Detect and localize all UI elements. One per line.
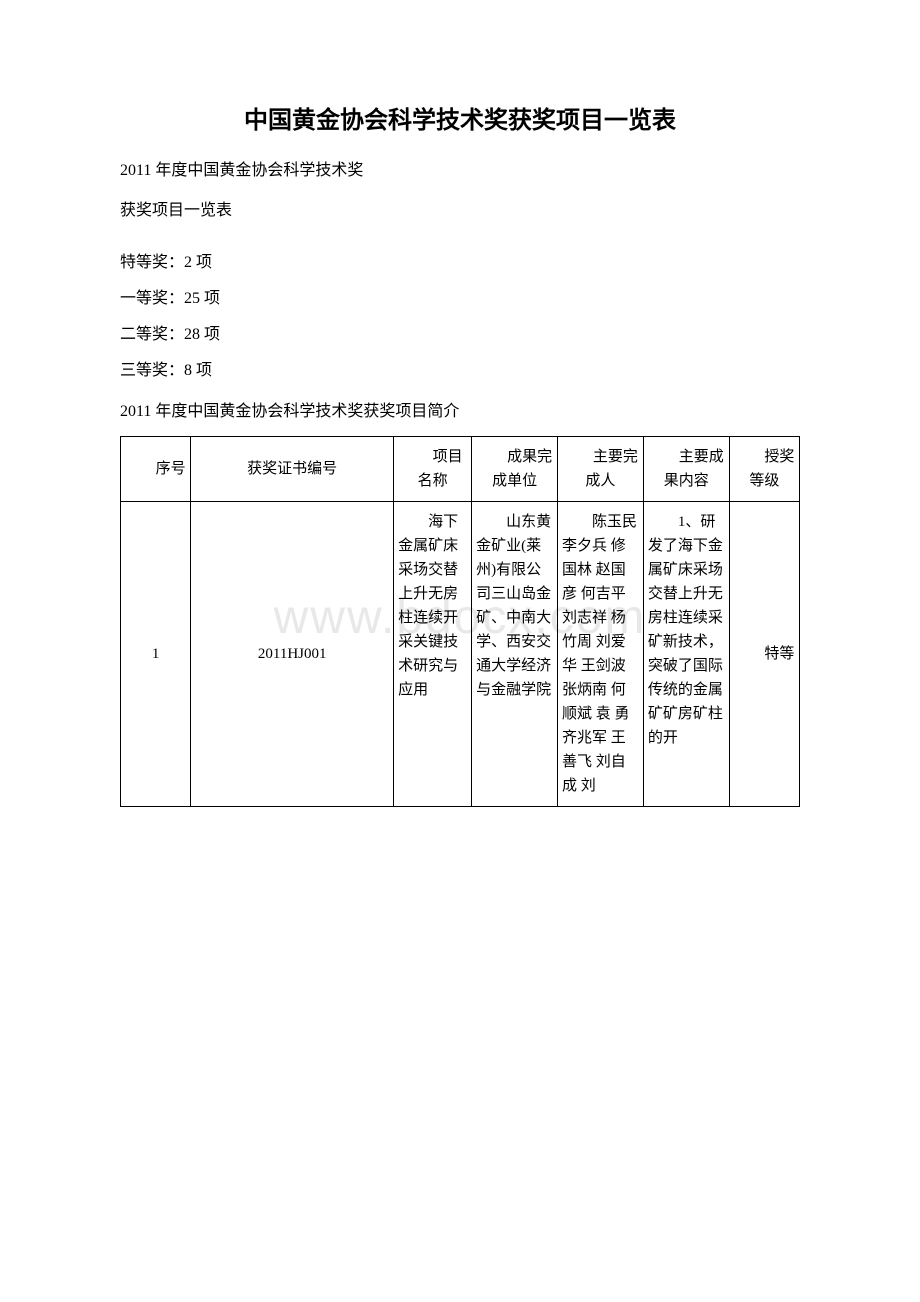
header-proj: 项目名称	[394, 437, 472, 502]
award-first: 一等奖：25 项	[120, 283, 800, 315]
cell-seq: 1	[121, 502, 191, 807]
intro-line-1: 2011 年度中国黄金协会科学技术奖	[120, 155, 800, 187]
table-header-row: 序号 获奖证书编号 项目名称 成果完成单位 主要完成人 主要成果内容 授奖等级	[121, 437, 800, 502]
table-row: 1 2011HJ001 海下金属矿床采场交替上升无房柱连续开采关键技术研究与应用…	[121, 502, 800, 807]
cell-content: 1、研发了海下金属矿床采场交替上升无房柱连续采矿新技术，突破了国际传统的金属矿矿…	[643, 502, 729, 807]
header-unit: 成果完成单位	[472, 437, 558, 502]
cell-proj: 海下金属矿床采场交替上升无房柱连续开采关键技术研究与应用	[394, 502, 472, 807]
award-special: 特等奖：2 项	[120, 247, 800, 279]
award-third: 三等奖：8 项	[120, 355, 800, 387]
document-title: 中国黄金协会科学技术奖获奖项目一览表	[120, 100, 800, 135]
intro-line-2: 获奖项目一览表	[120, 195, 800, 227]
cell-unit: 山东黄金矿业(莱州)有限公司三山岛金矿、中南大学、西安交通大学经济与金融学院	[472, 502, 558, 807]
award-summary: 特等奖：2 项 一等奖：25 项 二等奖：28 项 三等奖：8 项	[120, 247, 800, 387]
header-seq: 序号	[121, 437, 191, 502]
section-title: 2011 年度中国黄金协会科学技术奖获奖项目简介	[120, 397, 800, 421]
header-cert: 获奖证书编号	[191, 437, 394, 502]
award-second: 二等奖：28 项	[120, 319, 800, 351]
cell-level: 特等	[729, 502, 799, 807]
awards-table: 序号 获奖证书编号 项目名称 成果完成单位 主要完成人 主要成果内容 授奖等级 …	[120, 436, 800, 807]
header-content: 主要成果内容	[643, 437, 729, 502]
cell-person: 陈玉民 李夕兵 修国林 赵国彦 何吉平 刘志祥 杨竹周 刘爱华 王剑波 张炳南 …	[558, 502, 644, 807]
document-content: 中国黄金协会科学技术奖获奖项目一览表 2011 年度中国黄金协会科学技术奖 获奖…	[120, 100, 800, 807]
cell-cert: 2011HJ001	[191, 502, 394, 807]
header-person: 主要完成人	[558, 437, 644, 502]
header-level: 授奖等级	[729, 437, 799, 502]
